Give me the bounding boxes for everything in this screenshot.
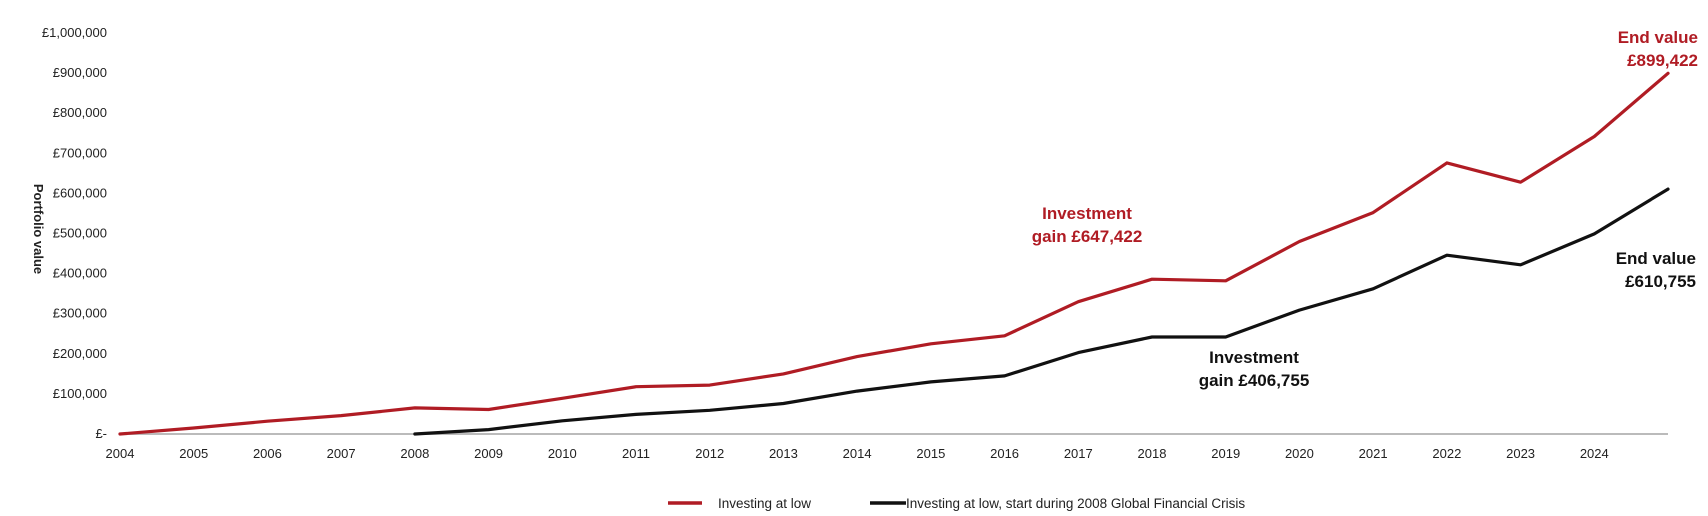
x-tick-label: 2007 (327, 446, 356, 461)
x-tick-label: 2012 (695, 446, 724, 461)
annotation-label: End value (1618, 28, 1698, 47)
x-tick-label: 2023 (1506, 446, 1535, 461)
legend-label: Investing at low (718, 496, 811, 511)
annotation-label: £899,422 (1627, 51, 1698, 70)
y-tick-label: £200,000 (53, 346, 107, 361)
y-tick-label: £1,000,000 (42, 25, 107, 40)
y-tick-label: £300,000 (53, 306, 107, 321)
x-tick-label: 2004 (106, 446, 135, 461)
y-tick-label: £900,000 (53, 65, 107, 80)
series-lines (118, 71, 1670, 436)
x-tick-label: 2006 (253, 446, 282, 461)
x-tick-label: 2024 (1580, 446, 1609, 461)
y-tick-label: £800,000 (53, 105, 107, 120)
y-tick-label: £100,000 (53, 386, 107, 401)
series-line (118, 71, 1670, 436)
legend-label: Investing at low, start during 2008 Glob… (906, 496, 1245, 511)
x-tick-label: 2013 (769, 446, 798, 461)
x-tick-label: 2015 (916, 446, 945, 461)
y-axis-ticks: £- £100,000 £200,000 £300,000 £400,000 £500,0… (42, 25, 107, 441)
annotation-label: Investment (1209, 348, 1299, 367)
x-tick-label: 2017 (1064, 446, 1093, 461)
x-tick-label: 2005 (179, 446, 208, 461)
annotation-label: Investment (1042, 204, 1132, 223)
legend: Investing at low Investing at low, start … (668, 496, 1245, 511)
annotation-label: gain £647,422 (1032, 227, 1143, 246)
x-tick-label: 2022 (1432, 446, 1461, 461)
x-axis-ticks: 2004 2005 2006 2007 2008 2009 2010 2011 2012 2013… (106, 446, 1609, 461)
x-tick-label: 2016 (990, 446, 1019, 461)
x-tick-label: 2014 (843, 446, 872, 461)
x-tick-label: 2021 (1359, 446, 1388, 461)
y-tick-label: £600,000 (53, 185, 107, 200)
series-line (413, 187, 1670, 436)
annotation-label: gain £406,755 (1199, 371, 1310, 390)
y-tick-label: £700,000 (53, 145, 107, 160)
x-tick-label: 2020 (1285, 446, 1314, 461)
y-tick-label: £- (95, 426, 107, 441)
annotation-label: £610,755 (1625, 272, 1696, 291)
annotations: End value £899,422 Investment gain £647,422… (1032, 28, 1698, 390)
x-tick-label: 2019 (1211, 446, 1240, 461)
y-tick-label: £400,000 (53, 266, 107, 281)
x-tick-label: 2011 (622, 446, 650, 461)
x-tick-label: 2018 (1138, 446, 1167, 461)
x-tick-label: 2008 (400, 446, 429, 461)
y-axis-label: Portfolio value (31, 184, 46, 274)
y-tick-label: £500,000 (53, 226, 107, 241)
x-tick-label: 2010 (548, 446, 577, 461)
x-tick-label: 2009 (474, 446, 503, 461)
annotation-label: End value (1616, 249, 1696, 268)
